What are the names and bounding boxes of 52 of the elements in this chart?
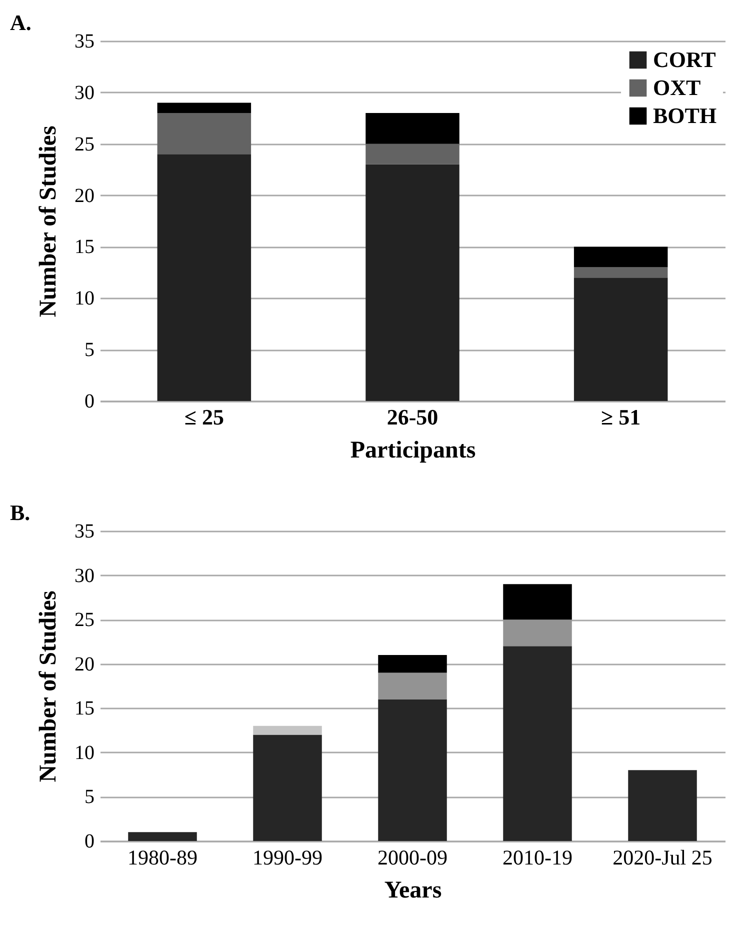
bar — [503, 620, 572, 646]
bar — [574, 267, 668, 278]
x-tick-label: ≥ 51 — [601, 404, 641, 430]
bar — [253, 734, 322, 841]
y-axis-title: Number of Studies — [36, 126, 62, 318]
y-tick-label: 10 — [74, 742, 94, 764]
legend-label: BOTH — [653, 103, 717, 128]
bar — [503, 584, 572, 620]
y-tick-label: 25 — [74, 133, 94, 156]
legend-label: OXT — [653, 75, 701, 100]
y-tick-label: 25 — [74, 609, 94, 632]
y-tick-label: 20 — [74, 653, 94, 676]
chart-title: A. — [10, 10, 32, 35]
x-axis-title: Years — [384, 878, 442, 904]
y-tick-label: 35 — [74, 30, 94, 52]
x-tick-label: 2010-19 — [502, 846, 572, 870]
y-tick-label: 5 — [84, 339, 94, 362]
bar — [378, 699, 447, 841]
y-tick-label: 15 — [74, 236, 94, 258]
x-tick-label: 2000-09 — [378, 846, 448, 870]
y-tick-label: 5 — [84, 786, 94, 808]
x-tick-label: ≤ 25 — [184, 404, 224, 430]
y-tick-label: 0 — [84, 390, 94, 412]
y-tick-label: 30 — [74, 564, 94, 587]
y-tick-label: 30 — [74, 82, 94, 104]
bar — [157, 113, 252, 154]
bar — [128, 832, 197, 841]
bar — [366, 113, 460, 144]
x-tick-label: 26-50 — [386, 404, 438, 430]
bar — [366, 164, 460, 401]
y-tick-label: 20 — [74, 184, 94, 207]
y-tick-label: 0 — [84, 830, 94, 852]
bar — [628, 770, 697, 841]
bar — [378, 655, 447, 673]
y-tick-label: 10 — [74, 288, 94, 310]
y-tick-label: 15 — [74, 698, 94, 720]
x-tick-label: 2020-Jul 25 — [612, 846, 712, 870]
y-tick-label: 35 — [74, 520, 94, 542]
bar — [157, 154, 252, 401]
bar — [378, 672, 447, 700]
bar — [503, 646, 572, 841]
bar — [574, 246, 668, 268]
chart-title: B. — [10, 500, 30, 525]
bar — [253, 726, 322, 735]
bar — [574, 278, 668, 401]
x-tick-label: 1990-99 — [252, 846, 322, 870]
x-axis-title: Participants — [350, 438, 476, 464]
y-axis-title: Number of Studies — [36, 590, 62, 782]
bar — [366, 144, 460, 164]
bar — [157, 102, 252, 113]
legend-label: CORT — [653, 47, 716, 72]
x-tick-label: 1980-89 — [128, 846, 198, 870]
